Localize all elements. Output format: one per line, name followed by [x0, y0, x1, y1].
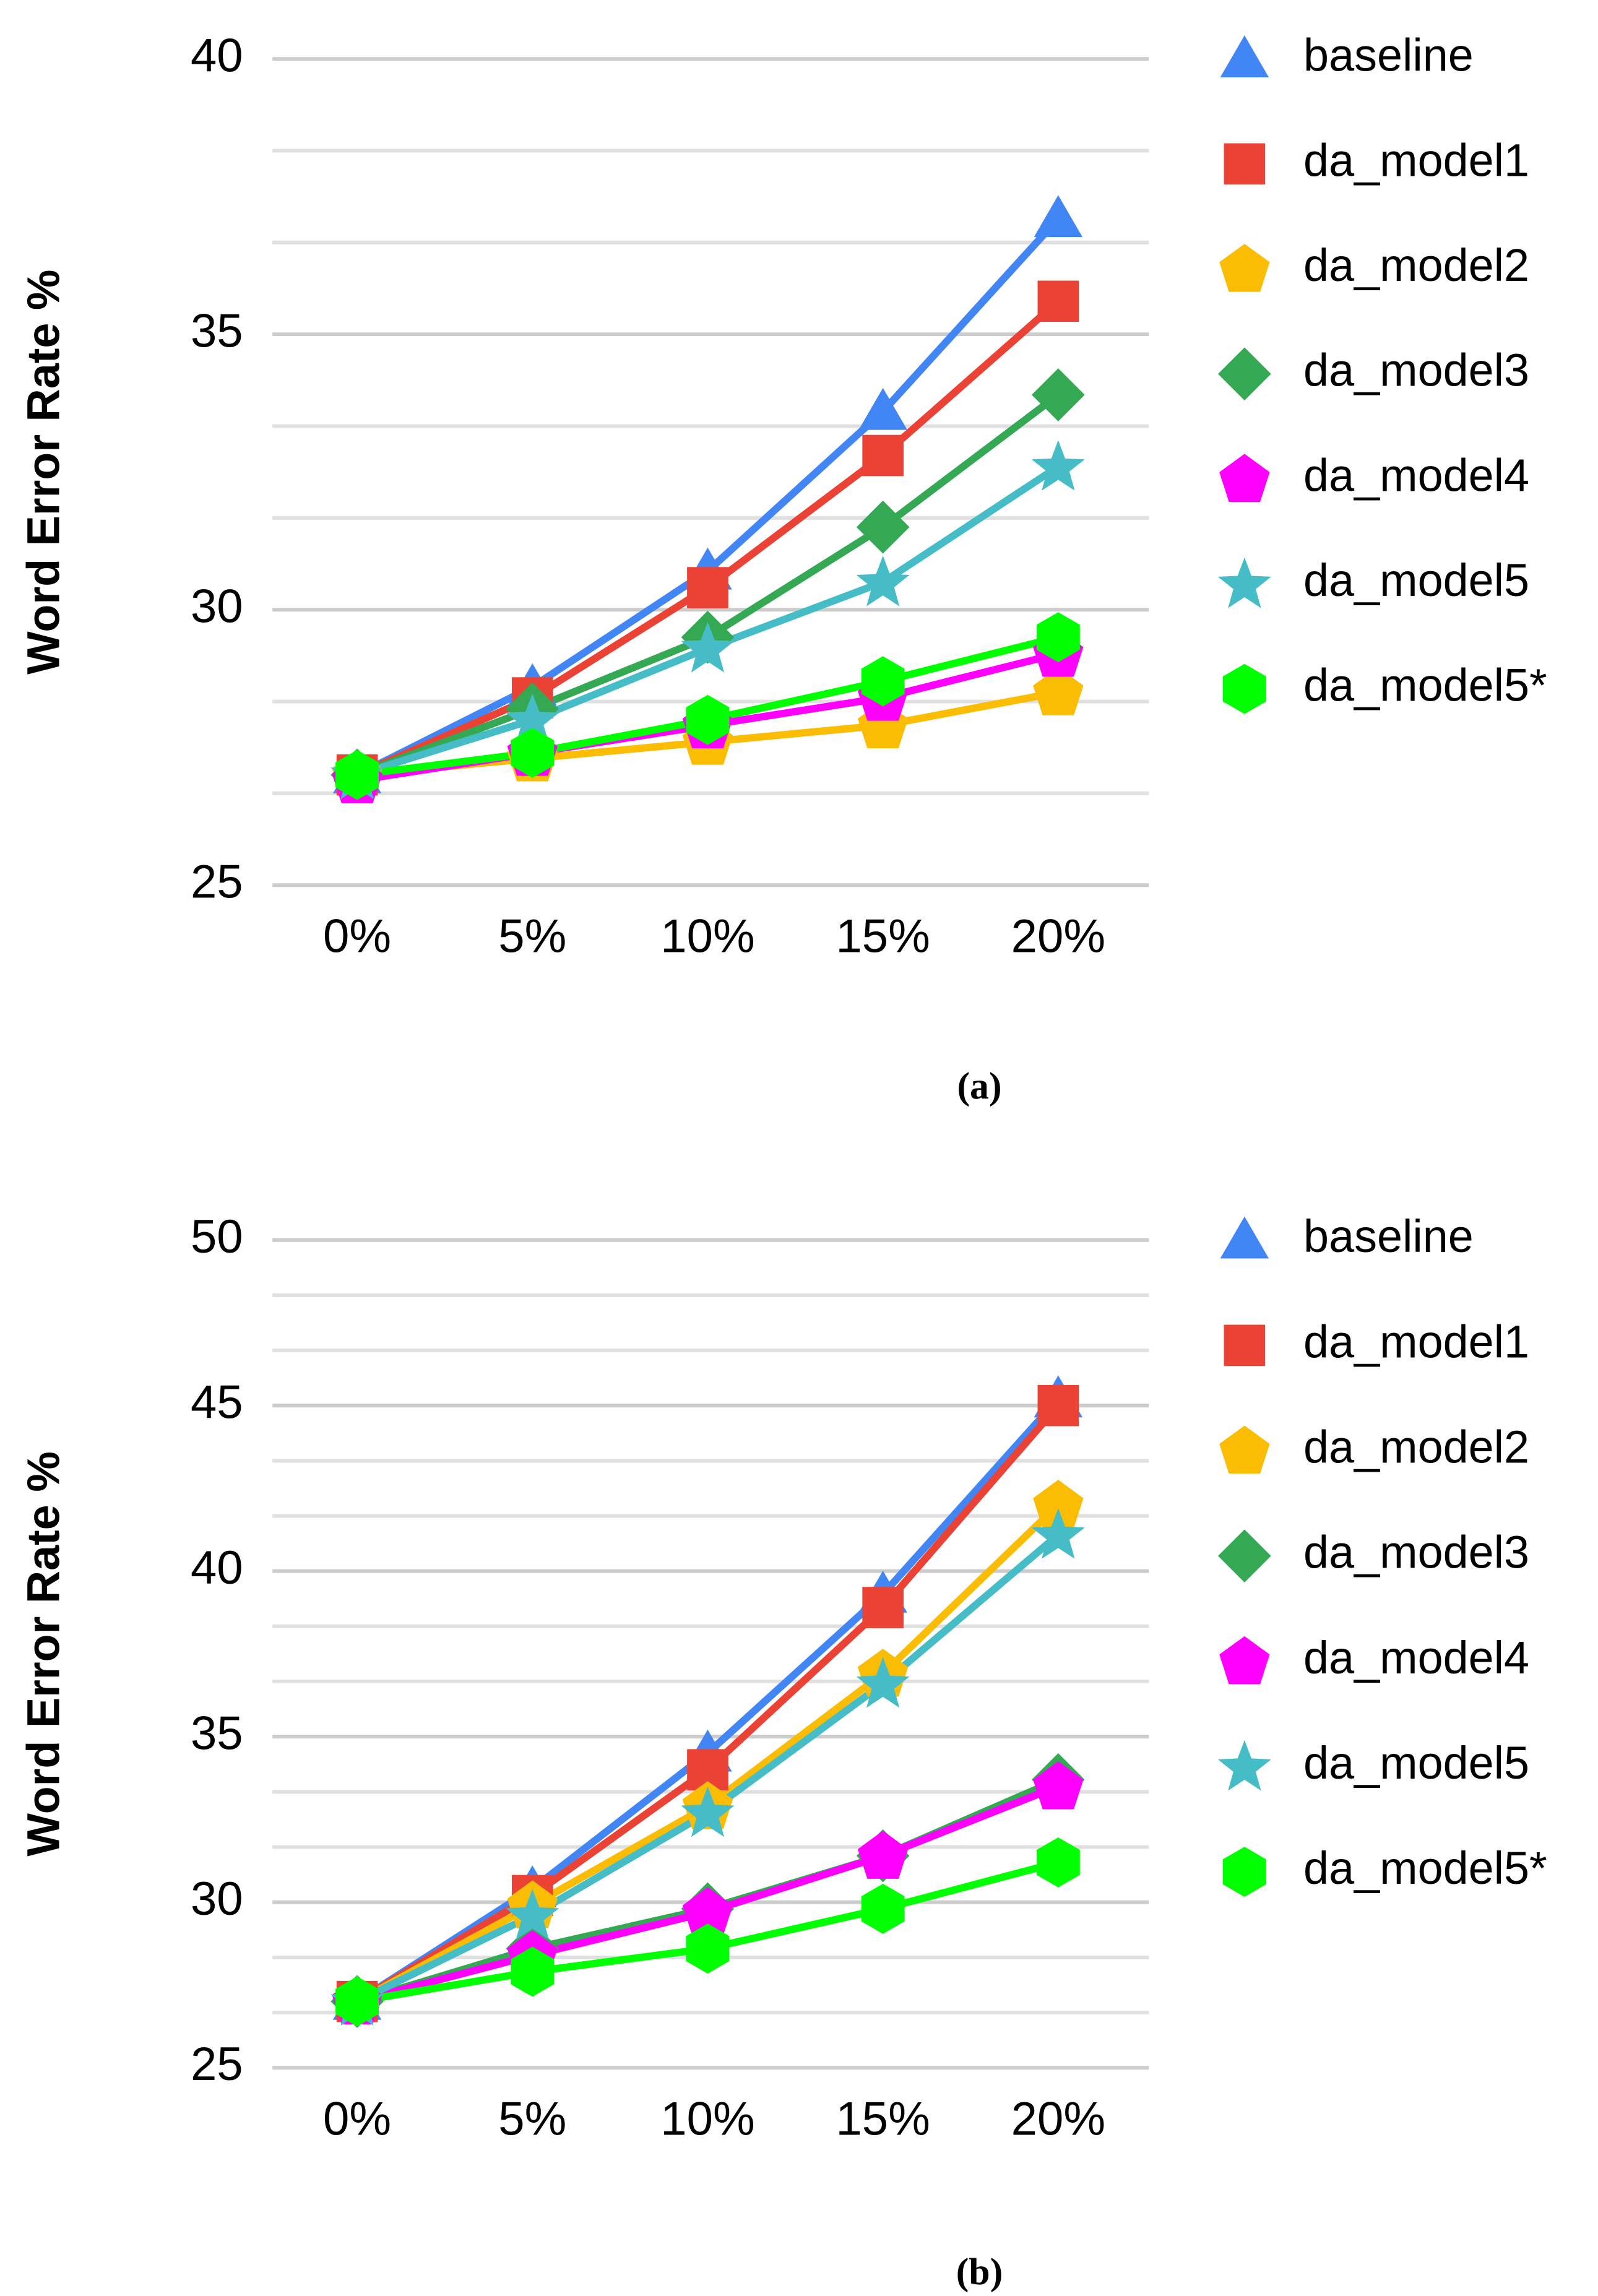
legend-marker	[1217, 557, 1271, 608]
y-tick-label: 40	[191, 1542, 243, 1594]
x-tick-label: 15%	[836, 910, 930, 962]
legend-marker	[1219, 1425, 1270, 1474]
data-point	[862, 1587, 904, 1628]
x-tick-label: 0%	[323, 910, 391, 962]
x-tick-label: 10%	[660, 2092, 754, 2145]
legend-marker	[1218, 1529, 1271, 1583]
data-point	[1033, 1480, 1084, 1528]
x-tick-label: 20%	[1011, 910, 1105, 962]
data-point	[862, 434, 904, 477]
data-point	[1036, 612, 1080, 663]
legend-marker	[1217, 1740, 1271, 1791]
y-axis-label: Word Error Rate %	[18, 1451, 69, 1856]
legend-label: baseline	[1303, 1211, 1474, 1262]
data-point	[1031, 1508, 1085, 1559]
y-tick-label: 30	[191, 1873, 243, 1925]
legend-marker	[1220, 35, 1269, 77]
data-point	[506, 693, 559, 744]
data-point	[861, 656, 905, 707]
legend-label: da_model5*	[1303, 1842, 1547, 1894]
data-point	[686, 1923, 730, 1974]
data-point	[681, 1786, 735, 1837]
data-point	[1033, 667, 1084, 715]
data-point	[335, 749, 379, 800]
x-tick-label: 5%	[498, 2092, 566, 2145]
data-point	[1033, 1761, 1084, 1810]
y-tick-label: 50	[191, 1211, 243, 1263]
y-tick-label: 25	[191, 855, 243, 908]
data-point	[861, 1883, 905, 1934]
legend-label: da_model5	[1303, 1737, 1529, 1789]
caption: (b)	[956, 2251, 1003, 2293]
data-point	[681, 621, 735, 673]
data-point	[335, 1976, 379, 2027]
data-point	[1031, 440, 1085, 491]
legend-label: da_model1	[1303, 1316, 1529, 1367]
y-tick-label: 35	[191, 1707, 243, 1759]
data-point	[506, 1889, 559, 1940]
legend-marker	[1224, 143, 1266, 185]
data-point	[858, 387, 907, 430]
data-point	[687, 567, 728, 608]
data-point	[1031, 368, 1085, 421]
data-point	[682, 1887, 733, 1935]
legend-label: da_model4	[1303, 449, 1529, 501]
data-point	[856, 500, 910, 554]
legend-marker	[1219, 454, 1270, 503]
y-tick-label: 35	[191, 304, 243, 357]
data-point	[1036, 1837, 1080, 1888]
legend-marker	[1219, 1636, 1270, 1685]
y-tick-label: 25	[191, 2038, 243, 2091]
legend-label: da_model1	[1303, 134, 1529, 186]
y-axis-label: Word Error Rate %	[18, 269, 69, 674]
legend-label: da_model4	[1303, 1632, 1529, 1683]
data-point	[1034, 195, 1083, 238]
data-point	[856, 555, 910, 606]
data-point	[686, 694, 730, 745]
legend-label: da_model5	[1303, 555, 1529, 606]
legend-marker	[1222, 663, 1266, 714]
data-point	[1037, 280, 1079, 322]
data-point	[511, 728, 555, 778]
legend-marker	[1220, 1216, 1269, 1259]
legend-marker	[1222, 1847, 1266, 1897]
y-tick-label: 40	[191, 29, 243, 82]
legend-label: da_model5*	[1303, 660, 1547, 711]
legend-label: da_model3	[1303, 345, 1529, 396]
x-tick-label: 10%	[660, 910, 754, 962]
y-tick-label: 30	[191, 580, 243, 632]
data-point	[511, 1946, 555, 1997]
series-line	[355, 216, 1061, 779]
x-tick-label: 20%	[1011, 2092, 1105, 2145]
legend-marker	[1219, 244, 1270, 292]
legend-label: baseline	[1303, 30, 1474, 81]
x-tick-label: 15%	[836, 2092, 930, 2145]
legend-label: da_model2	[1303, 1422, 1529, 1473]
legend-marker	[1224, 1324, 1266, 1366]
caption: (a)	[957, 1065, 1001, 1107]
x-tick-label: 5%	[498, 910, 566, 962]
legend-marker	[1218, 347, 1271, 401]
data-point	[857, 1831, 909, 1879]
data-point	[1037, 1384, 1079, 1426]
legend-label: da_model3	[1303, 1527, 1529, 1578]
y-tick-label: 45	[191, 1376, 243, 1428]
legend-label: da_model2	[1303, 240, 1529, 291]
data-point	[856, 1657, 910, 1708]
x-tick-label: 0%	[323, 2092, 391, 2145]
